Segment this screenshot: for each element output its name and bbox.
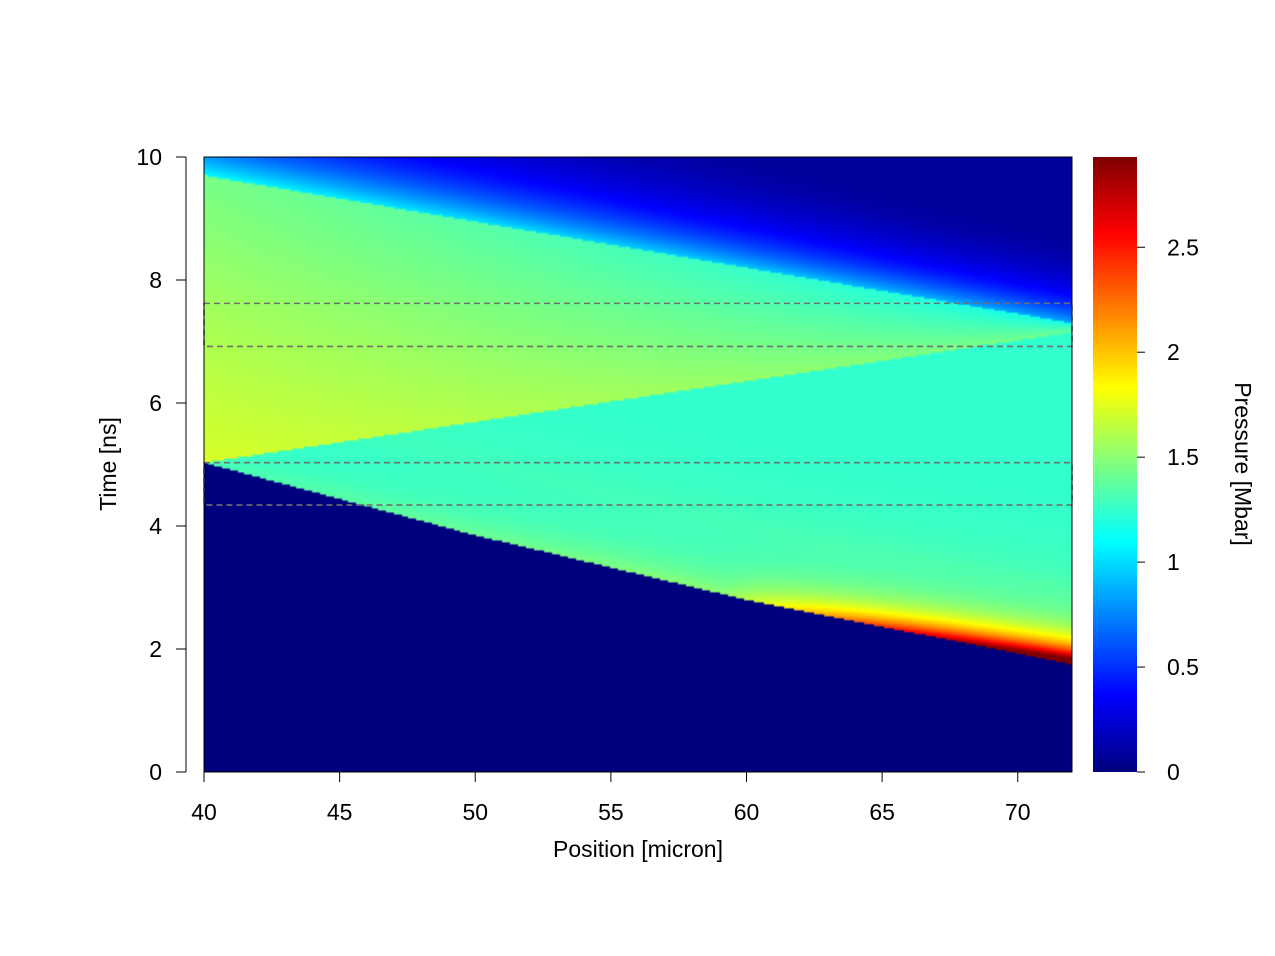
colorbar-label: Pressure [Mbar] [1230, 382, 1256, 546]
plot-area [204, 157, 1072, 772]
colorbar-tick-label: 0.5 [1167, 654, 1199, 680]
x-tick-label: 45 [327, 799, 353, 825]
x-tick-label: 55 [598, 799, 624, 825]
y-tick-label: 6 [149, 390, 162, 416]
y-tick-label: 10 [136, 144, 162, 170]
x-tick-label: 50 [462, 799, 488, 825]
y-tick-label: 2 [149, 636, 162, 662]
colorbar-tick-label: 2 [1167, 339, 1180, 365]
heatmap-image [204, 157, 1072, 772]
x-axis-label: Position [micron] [553, 836, 723, 862]
highlight-band [203, 461, 1073, 506]
y-tick-label: 4 [149, 513, 162, 539]
x-tick-label: 40 [191, 799, 217, 825]
y-axis-label: Time [ns] [95, 417, 121, 511]
y-axis: 0 2 4 6 8 10 [136, 144, 187, 785]
colorbar [1093, 157, 1137, 772]
y-tick-label: 0 [149, 759, 162, 785]
colorbar-axis: 0 0.5 1 1.5 2 2.5 [1137, 234, 1199, 785]
colorbar-tick-label: 0 [1167, 759, 1180, 785]
x-tick-label: 70 [1005, 799, 1031, 825]
colorbar-tick-label: 1 [1167, 549, 1180, 575]
y-tick-label: 8 [149, 267, 162, 293]
colorbar-tick-label: 2.5 [1167, 234, 1199, 260]
x-tick-label: 60 [734, 799, 760, 825]
colorbar-tick-label: 1.5 [1167, 444, 1199, 470]
x-tick-label: 65 [869, 799, 895, 825]
x-axis: 40 45 50 55 60 65 70 [191, 771, 1031, 825]
